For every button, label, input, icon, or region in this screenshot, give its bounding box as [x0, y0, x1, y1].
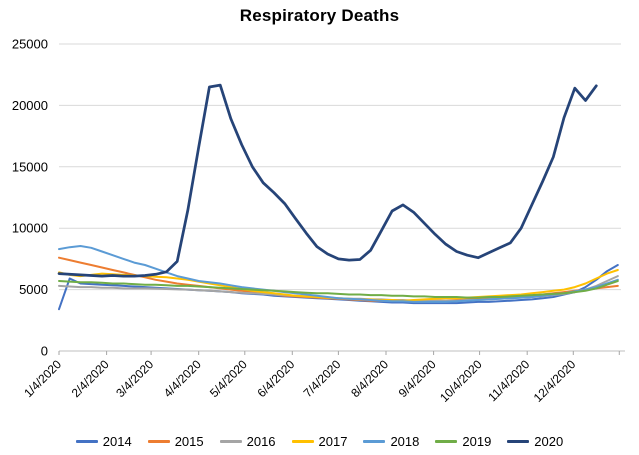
- x-tick-label: 2/4/2020: [69, 357, 112, 400]
- legend-label-2019: 2019: [462, 434, 492, 449]
- plot-area: 0 5000 10000 15000 20000 25000 1/4/2020 2/4/202…: [12, 37, 625, 405]
- series-line-2019: [58, 280, 619, 299]
- chart-title: Respiratory Deaths: [239, 6, 400, 25]
- x-tick-label: 9/4/2020: [396, 357, 439, 400]
- y-tick-label: 10000: [12, 221, 48, 236]
- x-tick-label: 10/4/2020: [437, 357, 485, 405]
- legend-item-2018: 2018: [363, 434, 419, 449]
- x-tick-label: 8/4/2020: [348, 357, 391, 400]
- y-tick-label: 20000: [12, 98, 48, 113]
- legend-label-2020: 2020: [534, 434, 564, 449]
- series-line-2020: [57, 83, 598, 278]
- y-tick-label: 15000: [12, 159, 48, 174]
- x-tick-label: 3/4/2020: [113, 357, 156, 400]
- legend-swatch-2020: [507, 439, 530, 444]
- x-tick-label: 12/4/2020: [531, 357, 579, 405]
- legend-item-2020: 2020: [507, 434, 563, 449]
- legend-swatch-2017: [291, 440, 314, 443]
- x-tick-label: 11/4/2020: [485, 357, 532, 404]
- legend: 2014 2015 2016 2017 2018 2019 2020: [0, 434, 639, 449]
- legend-swatch-2019: [435, 440, 458, 443]
- x-tick-label: 6/4/2020: [254, 357, 297, 400]
- legend-item-2019: 2019: [435, 434, 491, 449]
- legend-label-2018: 2018: [390, 434, 420, 449]
- legend-item-2017: 2017: [291, 434, 348, 449]
- y-tick-label: 5000: [19, 282, 48, 297]
- legend-label-2017: 2017: [318, 434, 348, 449]
- legend-label-2015: 2015: [174, 434, 204, 449]
- legend-label-2014: 2014: [102, 434, 132, 449]
- x-tick-label: 1/4/2020: [21, 357, 64, 400]
- legend-item-2015: 2015: [147, 434, 204, 449]
- legend-swatch-2016: [219, 440, 242, 443]
- legend-swatch-2018: [363, 440, 386, 443]
- series-line-2018: [58, 245, 619, 303]
- legend-label-2016: 2016: [246, 434, 276, 449]
- legend-item-2014: 2014: [75, 434, 132, 449]
- x-tick-label: 5/4/2020: [207, 357, 250, 400]
- legend-swatch-2014: [75, 440, 98, 443]
- y-tick-label: 0: [41, 344, 48, 359]
- y-tick-label: 25000: [12, 37, 48, 52]
- legend-swatch-2015: [147, 440, 170, 443]
- legend-item-2016: 2016: [219, 434, 276, 449]
- x-tick-label: 4/4/2020: [161, 357, 204, 400]
- x-tick-label: 7/4/2020: [301, 357, 344, 400]
- series-line-2014: [58, 264, 619, 311]
